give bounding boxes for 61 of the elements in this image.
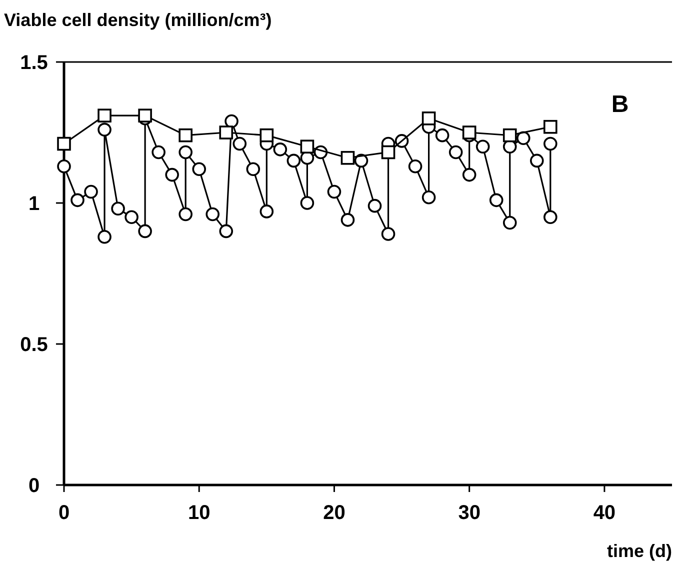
point bbox=[224, 114, 238, 128]
point bbox=[381, 145, 396, 160]
point bbox=[448, 145, 463, 160]
point bbox=[57, 136, 71, 151]
x-tick-label: 40 bbox=[593, 502, 616, 524]
point bbox=[502, 216, 517, 230]
point bbox=[340, 213, 355, 227]
point bbox=[98, 122, 112, 137]
y-tick-label: 1 bbox=[28, 193, 40, 215]
point bbox=[462, 168, 476, 182]
x-tick-label: 0 bbox=[58, 502, 70, 524]
y-tick-label: 1.5 bbox=[20, 52, 48, 74]
point bbox=[192, 162, 206, 176]
point bbox=[206, 207, 220, 222]
point bbox=[232, 136, 247, 151]
point bbox=[516, 131, 530, 146]
point bbox=[544, 136, 558, 151]
point bbox=[408, 159, 422, 174]
y-tick-label: 0.5 bbox=[20, 334, 48, 356]
point bbox=[178, 128, 192, 142]
point bbox=[300, 196, 314, 210]
point bbox=[152, 145, 166, 160]
point bbox=[124, 210, 138, 224]
point bbox=[111, 202, 125, 216]
point bbox=[489, 193, 504, 208]
point bbox=[219, 224, 234, 238]
point bbox=[286, 154, 301, 168]
point bbox=[84, 184, 98, 199]
y-axis-title: Viable cell density (million/cm³) bbox=[4, 10, 272, 30]
point bbox=[98, 108, 112, 122]
annotation: B bbox=[611, 91, 629, 118]
x-tick-label: 30 bbox=[458, 502, 480, 524]
point bbox=[260, 128, 274, 142]
point bbox=[381, 227, 396, 241]
point bbox=[138, 224, 152, 238]
point bbox=[368, 198, 382, 213]
x-axis-title: time (d) bbox=[607, 541, 672, 561]
point bbox=[300, 140, 314, 154]
y-tick-label: 0 bbox=[28, 475, 40, 497]
point bbox=[422, 112, 436, 126]
point bbox=[98, 230, 112, 244]
point bbox=[544, 210, 558, 224]
point bbox=[435, 128, 450, 142]
point bbox=[260, 204, 274, 218]
point bbox=[70, 193, 84, 208]
point bbox=[422, 190, 436, 204]
point bbox=[327, 184, 342, 199]
point bbox=[178, 207, 192, 222]
point bbox=[273, 142, 288, 156]
point bbox=[340, 150, 355, 165]
point bbox=[57, 159, 71, 174]
point bbox=[219, 126, 234, 140]
point bbox=[530, 154, 544, 168]
point bbox=[178, 145, 192, 160]
x-tick-label: 10 bbox=[188, 502, 210, 524]
point bbox=[246, 162, 260, 176]
point bbox=[165, 168, 179, 182]
point bbox=[544, 120, 558, 134]
point bbox=[502, 128, 517, 142]
x-tick-label: 20 bbox=[323, 502, 346, 524]
point bbox=[476, 140, 490, 154]
